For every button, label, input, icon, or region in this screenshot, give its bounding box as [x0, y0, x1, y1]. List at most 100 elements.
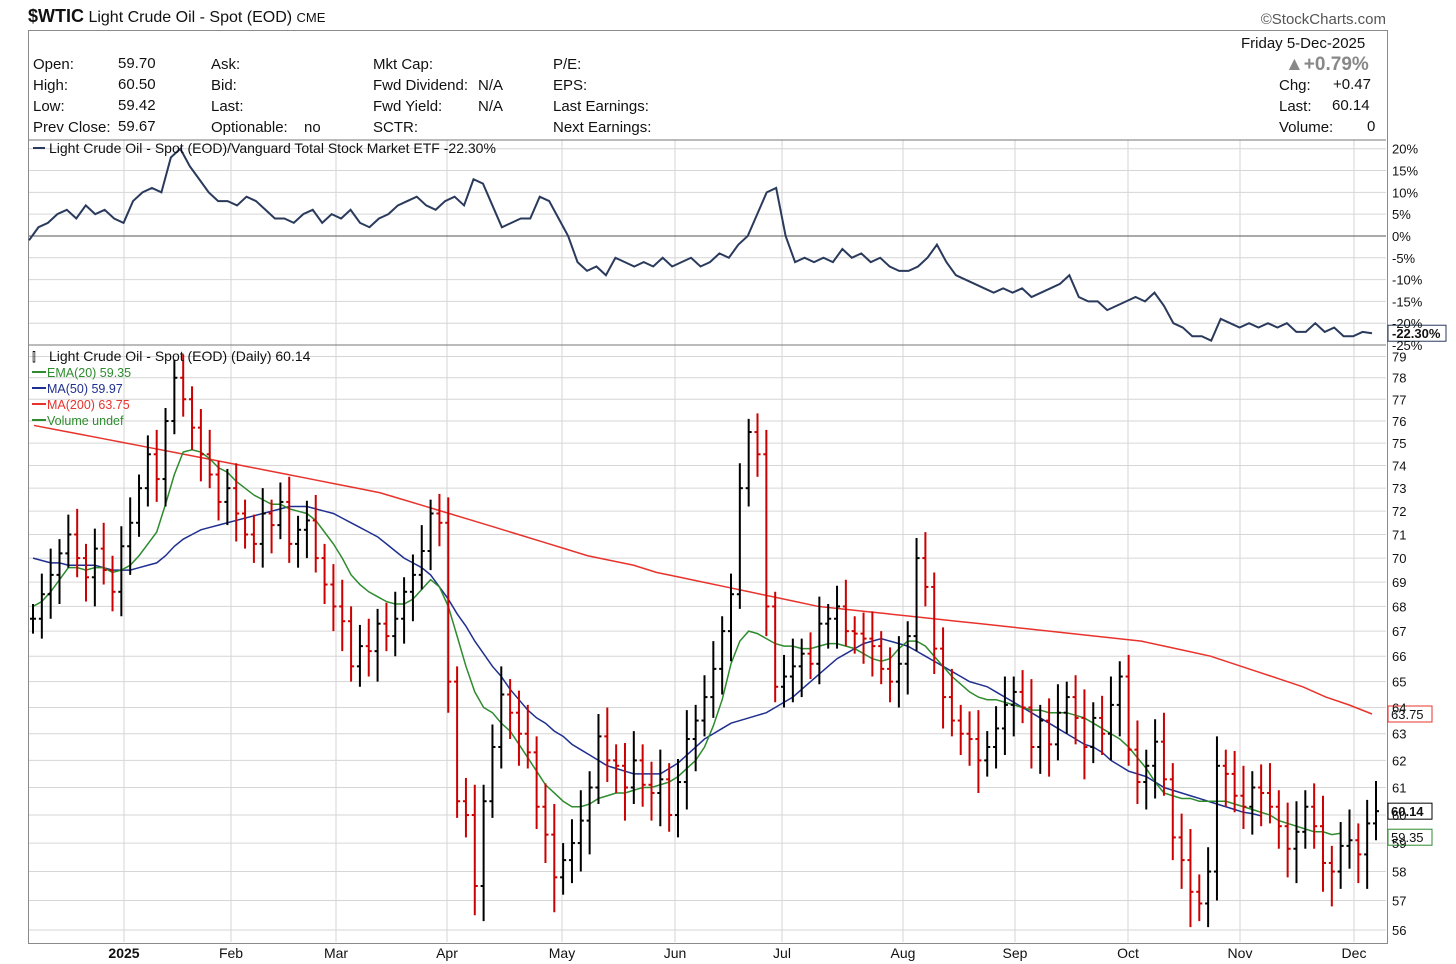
ohlc-bar — [242, 499, 249, 549]
last-label: Last: — [211, 98, 244, 115]
price-y-tick: 61 — [1392, 781, 1406, 796]
ohlc-bar — [409, 554, 416, 622]
ohlc-bar — [1240, 765, 1247, 830]
ohlc-bar — [374, 608, 381, 682]
volume-value: 0 — [1367, 118, 1376, 135]
ohlc-bar — [789, 638, 796, 703]
fwd-dividend-value: N/A — [478, 77, 504, 94]
ohlc-bar — [56, 539, 63, 604]
x-tick-label: Sep — [1003, 945, 1028, 961]
ohlc-bar — [1046, 698, 1053, 777]
low-value: 59.42 — [118, 97, 156, 114]
ohlc-bar — [1319, 795, 1326, 892]
ohlc-bar — [745, 418, 752, 507]
ohlc-bar — [940, 627, 947, 729]
price-y-tick: 62 — [1392, 753, 1406, 768]
ohlc-bar — [1249, 771, 1256, 835]
ohlc-bar — [1054, 684, 1061, 761]
ohlc-bar — [630, 731, 637, 804]
symbol: $WTIC — [28, 6, 84, 26]
ohlc-bar — [736, 463, 743, 609]
ohlc-bar — [595, 714, 602, 804]
chg-label: Chg: — [1279, 77, 1311, 94]
ohlc-bar — [109, 555, 116, 612]
ohlc-bar — [268, 499, 275, 554]
bar-style-icon: ⫿ — [32, 350, 36, 364]
price-y-tick: 73 — [1392, 481, 1406, 496]
legend-label: EMA(20) 59.35 — [47, 366, 131, 380]
ohlc-bar — [1090, 702, 1097, 764]
fwd-yield-label: Fwd Yield: — [373, 98, 443, 115]
ohlc-bar — [1125, 654, 1132, 766]
ohlc-bar — [666, 763, 673, 832]
ohlc-bar — [1337, 822, 1344, 889]
ohlc-bar — [957, 704, 964, 756]
prev-close-label: Prev Close: — [33, 119, 111, 136]
ohlc-bar — [1116, 661, 1123, 737]
ohlc-bar — [975, 710, 982, 793]
ohlc-bar — [365, 618, 372, 677]
chg-value: +0.47 — [1333, 76, 1371, 93]
ohlc-bar — [1037, 704, 1044, 774]
ohlc-bar — [162, 407, 169, 507]
ohlc-bar — [1284, 802, 1291, 878]
ohlc-bar — [427, 499, 434, 571]
last-price-value: 60.14 — [1332, 97, 1370, 114]
ohlc-bar — [1364, 799, 1371, 889]
ohlc-bar — [136, 474, 143, 537]
ohlc-bar — [701, 675, 708, 737]
price-y-tick: 74 — [1392, 458, 1406, 473]
ohlc-bar — [180, 354, 187, 417]
ma200-line — [33, 424, 1373, 715]
x-tick-label: Mar — [324, 945, 348, 961]
ohlc-bar — [286, 476, 293, 563]
ohlc-bar — [498, 666, 505, 769]
optionable-value: no — [304, 119, 321, 136]
price-y-tick: 63 — [1392, 727, 1406, 742]
ohlc-bar — [392, 591, 399, 657]
ohlc-bar — [825, 603, 832, 649]
ratio-y-tick: 5% — [1392, 207, 1411, 222]
ohlc-bar — [91, 528, 98, 607]
ohlc-bar — [807, 632, 814, 680]
ohlc-bar — [728, 573, 735, 662]
stockcharts-brand[interactable]: ©StockCharts.com — [1260, 11, 1386, 28]
ratio-y-tick: -15% — [1392, 294, 1423, 309]
ohlc-bar — [356, 624, 363, 687]
ohlc-bar — [1222, 749, 1229, 807]
ohlc-bar — [1019, 670, 1026, 724]
ohlc-bar — [577, 790, 584, 872]
ohlc-bar — [1258, 764, 1265, 827]
ohlc-bar — [754, 413, 761, 477]
pe-label: P/E: — [553, 56, 582, 73]
ask-label: Ask: — [211, 56, 241, 73]
ohlc-bar — [869, 611, 876, 677]
ohlc-bar — [471, 784, 478, 916]
ohlc-bar — [224, 468, 231, 526]
ohlc-bar — [568, 819, 575, 884]
ohlc-bar — [1231, 751, 1238, 813]
ohlc-bar — [418, 525, 425, 590]
ohlc-bar — [931, 572, 938, 674]
ohlc-bar — [1187, 829, 1194, 928]
price-y-tick: 69 — [1392, 575, 1406, 590]
last-price-label: Last: — [1279, 98, 1312, 115]
prev-close-value: 59.67 — [118, 118, 156, 135]
ohlc-bar — [480, 784, 487, 922]
ratio-y-tick: 15% — [1392, 164, 1418, 179]
ohlc-bar — [860, 612, 867, 664]
exchange: CME — [296, 10, 326, 25]
ohlc-bar — [842, 579, 849, 647]
ohlc-bar — [100, 522, 107, 585]
price-y-tick: 77 — [1392, 392, 1406, 407]
open-label: Open: — [33, 56, 74, 73]
ohlc-bar — [1293, 801, 1300, 884]
x-tick-label: Oct — [1117, 945, 1139, 961]
eps-label: EPS: — [553, 77, 588, 94]
price-tag: 63.75 — [1391, 707, 1424, 722]
ohlc-bar — [127, 497, 134, 575]
ohlc-bar — [348, 606, 355, 682]
ohlc-bar — [436, 493, 443, 547]
ratio-last-tag — [1387, 324, 1447, 342]
